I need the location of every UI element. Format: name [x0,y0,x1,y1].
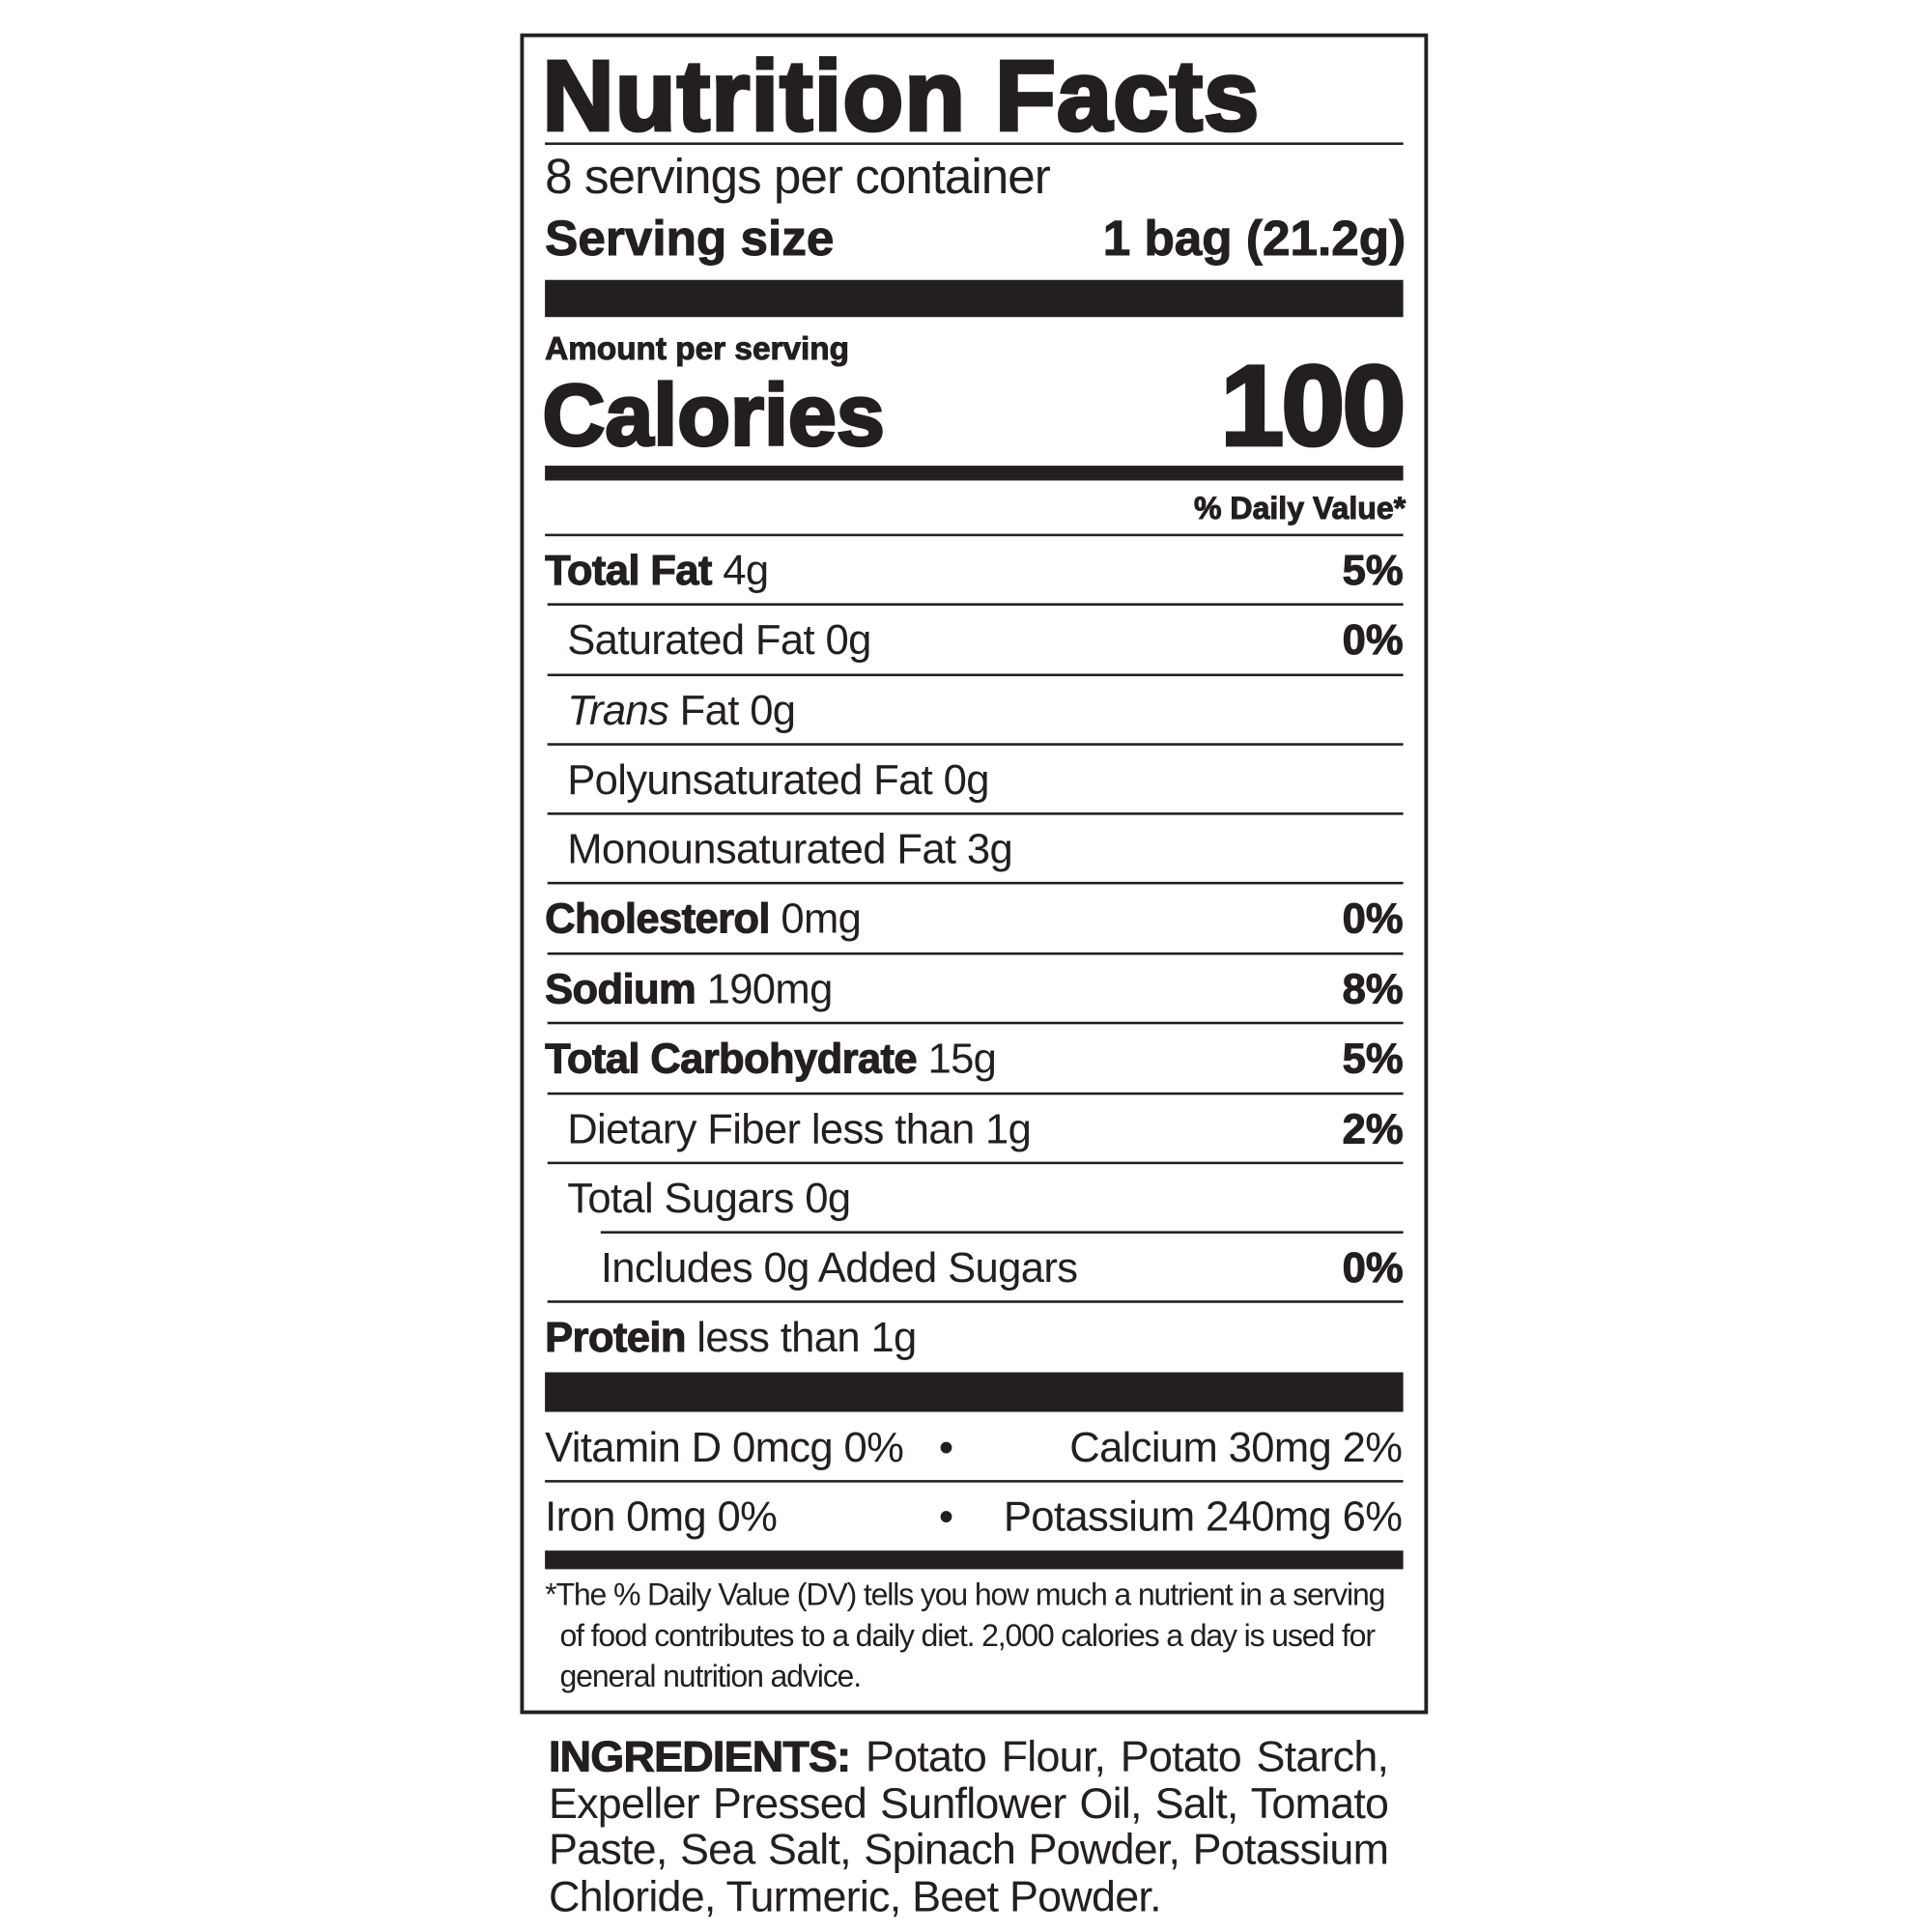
nutrient-row-polyunsaturated-fat: Polyunsaturated Fat 0g [567,756,989,805]
footnote: *The % Daily Value (DV) tells you how mu… [545,1576,1403,1698]
amount-per-serving: Amount per serving [545,329,850,367]
title: Nutrition Facts [541,39,1261,153]
divider [545,533,1404,537]
thick-divider [545,1372,1404,1412]
divider [547,673,1404,677]
daily-value-header: % Daily Value* [1194,491,1406,526]
ingredients: INGREDIENTS: Potato Flour, Potato Starch… [548,1732,1389,1920]
nutrient-row-cholesterol: Cholesterol 0mg 0% [545,895,1405,943]
medium-divider [545,466,1404,481]
divider [547,603,1404,606]
nutrient-row-saturated-fat: Saturated Fat 0g 0% [567,616,1404,665]
nutrient-row-total-sugars: Total Sugars 0g [567,1175,851,1223]
footnote-line: of food contributes to a daily diet. 2,0… [559,1618,1376,1654]
nutrient-row-monounsaturated-fat: Monounsaturated Fat 3g [567,826,1013,873]
serving-size-label: Serving size [545,212,835,267]
divider [600,1231,1404,1234]
bullet: • [938,1493,953,1541]
divider [547,1300,1404,1303]
footnote-line: *The % Daily Value (DV) tells you how mu… [545,1577,1385,1613]
divider [547,881,1404,885]
potassium: Potassium 240mg 6% [1003,1493,1403,1541]
divider [547,1161,1404,1165]
nutrition-facts-panel [520,33,1429,1715]
vitamin-d: Vitamin D 0mcg 0% [545,1424,904,1472]
footnote-line: general nutrition advice. [559,1660,863,1694]
divider [547,743,1404,746]
bullet: • [938,1424,953,1472]
nutrient-row-added-sugars: Includes 0g Added Sugars 0% [600,1244,1404,1293]
divider [545,142,1404,146]
nutrient-row-sodium: Sodium 190mg 8% [545,966,1405,1014]
divider [547,1092,1404,1095]
calories-label: Calories [541,365,886,465]
medium-divider [545,1550,1404,1570]
calcium: Calcium 30mg 2% [1069,1424,1403,1472]
nutrient-row-dietary-fiber: Dietary Fiber less than 1g 2% [567,1105,1404,1153]
divider [545,1480,1404,1483]
thick-divider [545,279,1404,318]
nutrient-row-trans-fat: Trans Fat 0g [567,687,796,735]
iron: Iron 0mg 0% [545,1493,778,1541]
ingredients-text: Potato Flour, Potato Starch, Expeller Pr… [548,1732,1389,1920]
nutrient-row-protein: Protein less than 1g [545,1314,918,1362]
nutrient-row-total-fat: Total Fat 4g 5% [545,547,1405,595]
divider [547,812,1404,815]
ingredients-label: INGREDIENTS: [548,1732,851,1781]
serving-size-value: 1 bag (21.2g) [1102,212,1406,267]
nutrient-row-total-carbohydrate: Total Carbohydrate 15g 5% [545,1035,1405,1083]
servings-per-container: 8 servings per container [545,150,1051,205]
divider [547,952,1404,955]
divider [547,1021,1404,1025]
calories-value: 100 [1219,341,1407,471]
